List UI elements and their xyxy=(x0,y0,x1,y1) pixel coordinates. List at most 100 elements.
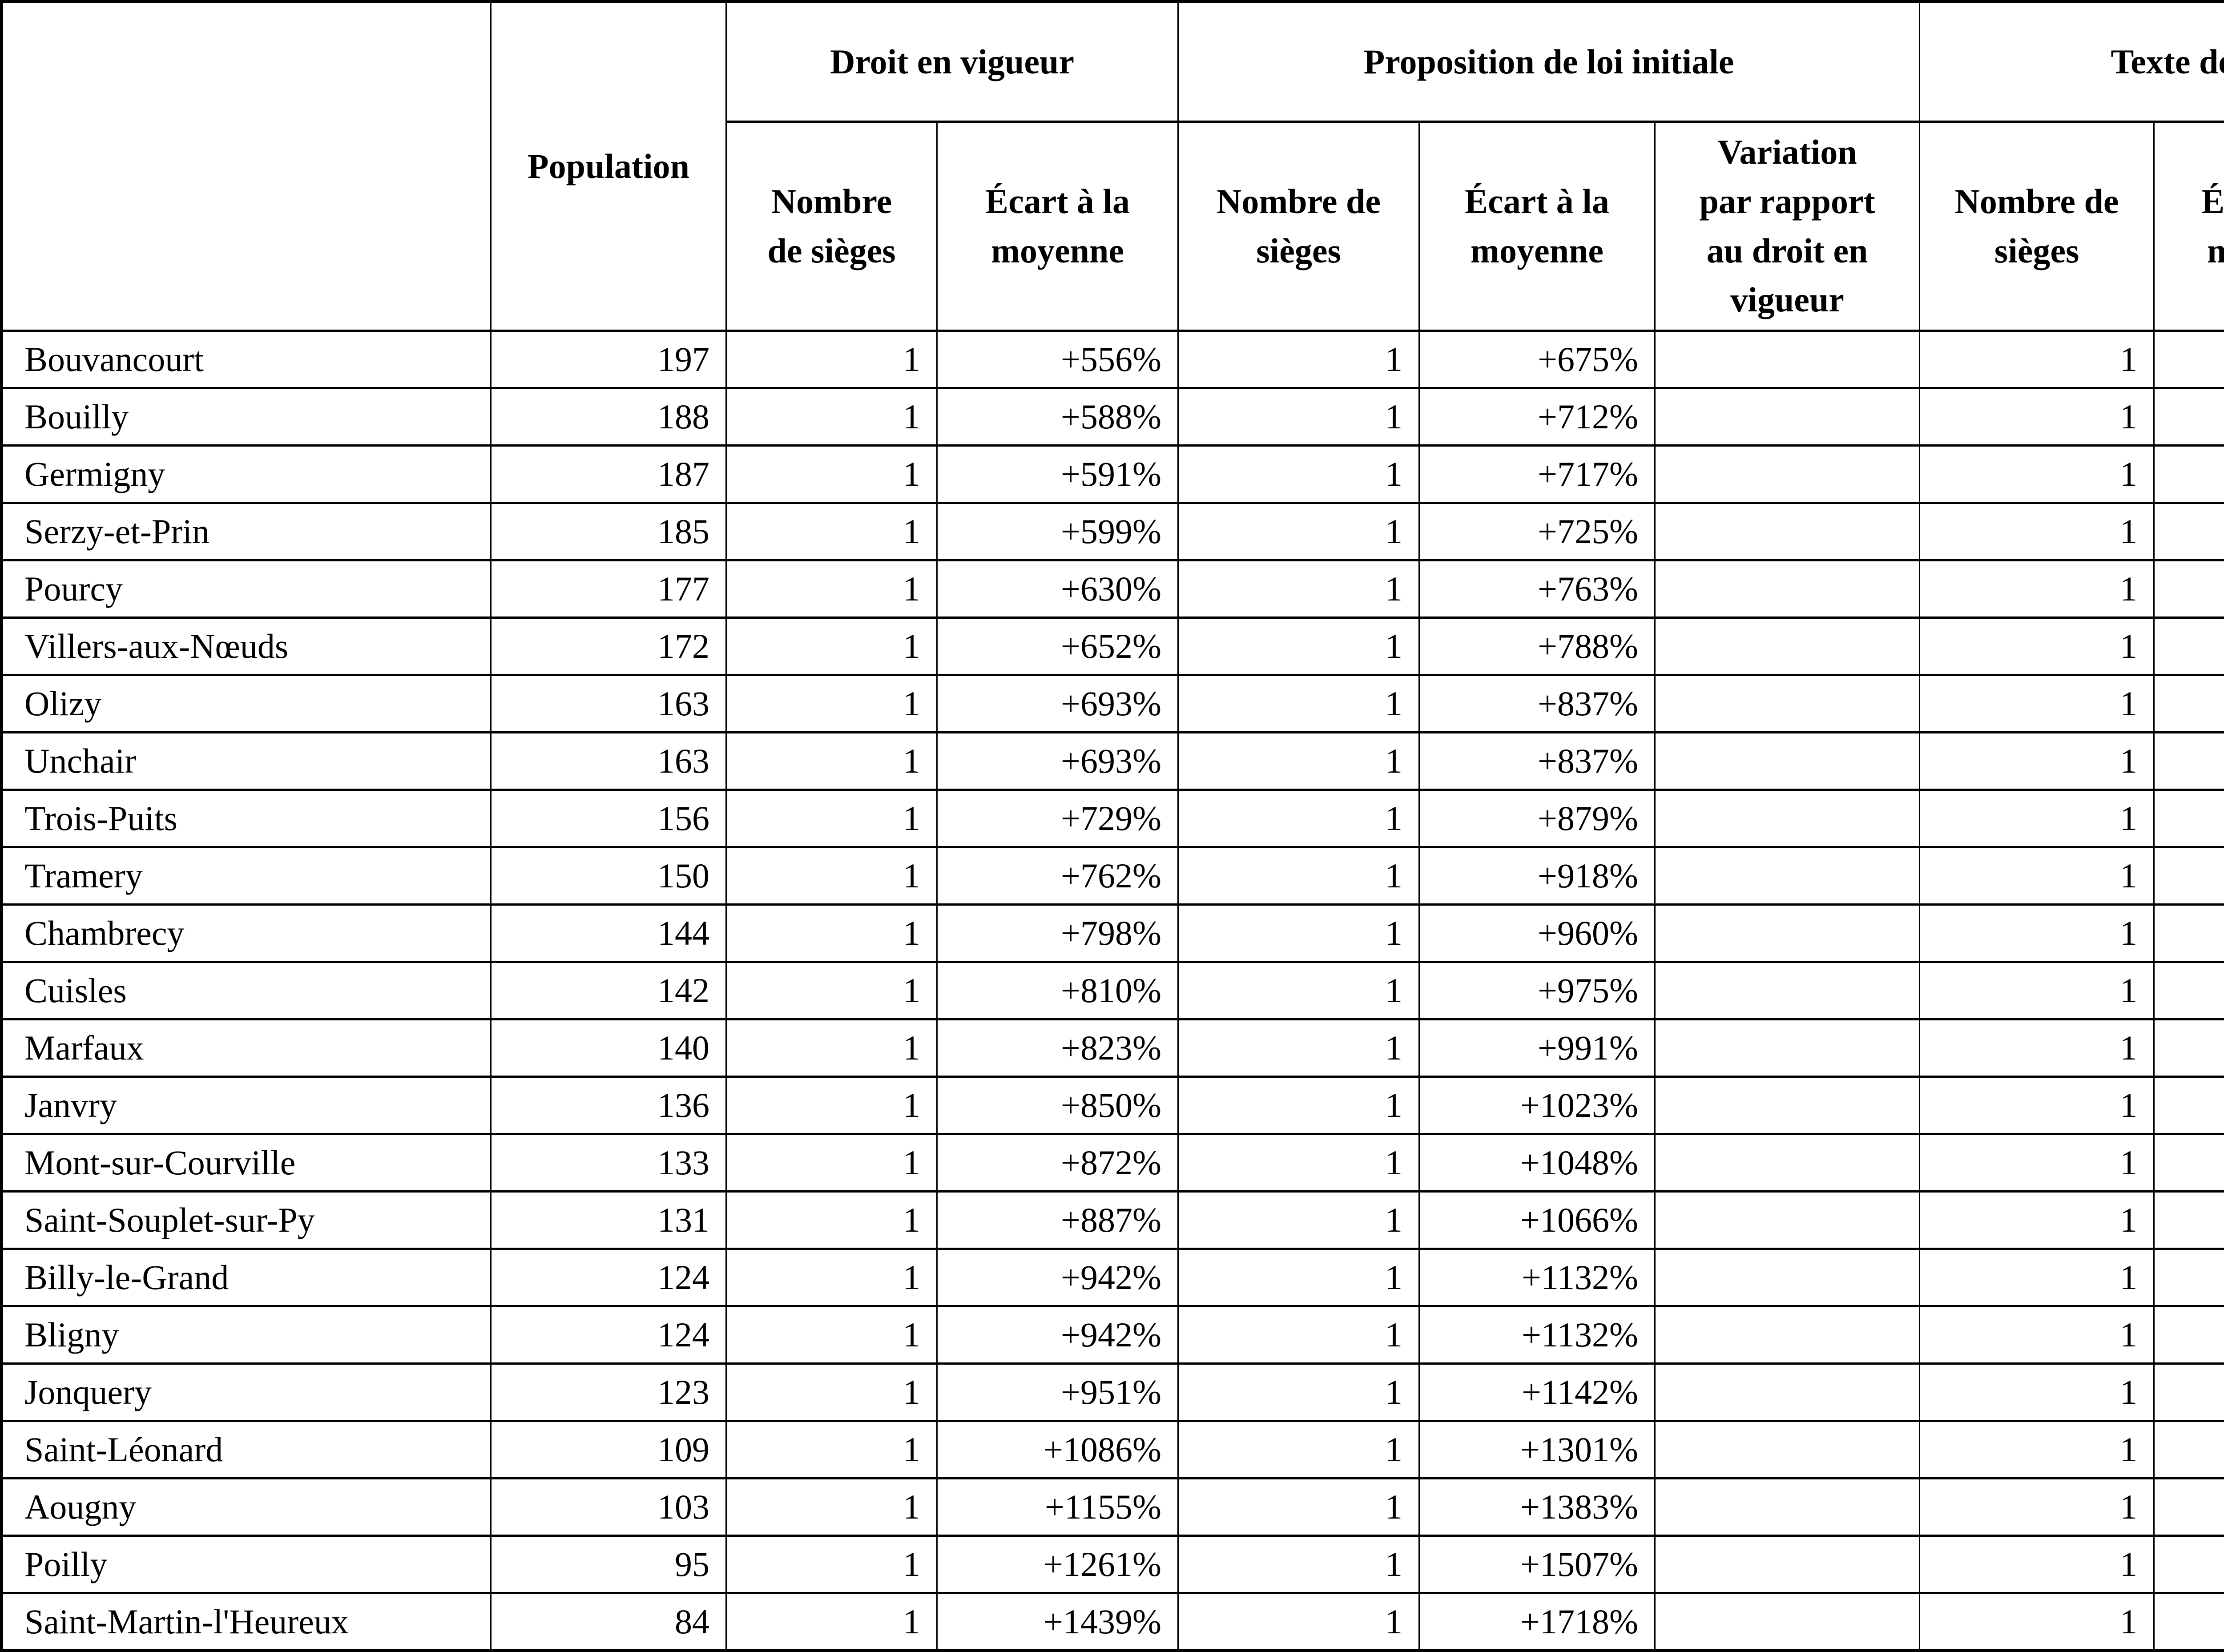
population-cell: 142 xyxy=(491,962,726,1019)
pl-variation-cell xyxy=(1655,790,1920,847)
commune-name-cell: Germigny xyxy=(2,446,491,503)
subheader-pl-nombre-sieges: Nombre de sièges xyxy=(1178,122,1419,331)
droit-sieges-cell: 1 xyxy=(726,1019,937,1077)
population-cell: 188 xyxy=(491,388,726,446)
group-header-droit-en-vigueur: Droit en vigueur xyxy=(726,2,1178,122)
droit-sieges-cell: 1 xyxy=(726,1536,937,1593)
commune-name-cell: Poilly xyxy=(2,1536,491,1593)
pl-ecart-cell: +1301% xyxy=(1419,1421,1655,1479)
tc-ecart-cell: +1226% xyxy=(2154,1536,2224,1593)
population-cell: 131 xyxy=(491,1192,726,1249)
pl-ecart-cell: +763% xyxy=(1419,560,1655,618)
table-body: Bouvancourt 197 1 +556% 1 +675% 1 +539% … xyxy=(2,331,2224,1651)
droit-ecart-cell: +762% xyxy=(937,847,1178,905)
pl-sieges-cell: 1 xyxy=(1178,446,1419,503)
population-cell: 163 xyxy=(491,675,726,733)
population-cell: 124 xyxy=(491,1306,726,1364)
group-header-texte-commission: Texte de la commission xyxy=(1920,2,2224,122)
pl-ecart-cell: +879% xyxy=(1419,790,1655,847)
droit-sieges-cell: 1 xyxy=(726,503,937,560)
droit-ecart-cell: +810% xyxy=(937,962,1178,1019)
pl-ecart-cell: +1142% xyxy=(1419,1364,1655,1421)
droit-ecart-cell: +588% xyxy=(937,388,1178,446)
tc-sieges-cell: 1 xyxy=(1920,1421,2154,1479)
pl-variation-cell xyxy=(1655,1593,1920,1651)
pl-sieges-cell: 1 xyxy=(1178,1077,1419,1134)
pl-variation-cell xyxy=(1655,446,1920,503)
pl-variation-cell xyxy=(1655,962,1920,1019)
commune-name-cell: Trois-Puits xyxy=(2,790,491,847)
population-cell: 197 xyxy=(491,331,726,388)
tc-ecart-cell: +574% xyxy=(2154,446,2224,503)
pl-variation-cell xyxy=(1655,733,1920,790)
table-row: Pourcy 177 1 +630% 1 +763% 1 +612% xyxy=(2,560,2224,618)
pl-ecart-cell: +1066% xyxy=(1419,1192,1655,1249)
tc-ecart-cell: +707% xyxy=(2154,790,2224,847)
tc-ecart-cell: +673% xyxy=(2154,733,2224,790)
pl-sieges-cell: 1 xyxy=(1178,733,1419,790)
tc-ecart-cell: +847% xyxy=(2154,1134,2224,1192)
population-cell: 136 xyxy=(491,1077,726,1134)
droit-sieges-cell: 1 xyxy=(726,1077,937,1134)
droit-ecart-cell: +1155% xyxy=(937,1479,1178,1536)
droit-sieges-cell: 1 xyxy=(726,905,937,962)
tc-ecart-cell: +861% xyxy=(2154,1192,2224,1249)
commune-name-cell: Jonquery xyxy=(2,1364,491,1421)
population-cell: 95 xyxy=(491,1536,726,1593)
pl-sieges-cell: 1 xyxy=(1178,1192,1419,1249)
pl-ecart-cell: +960% xyxy=(1419,905,1655,962)
table-row: Serzy-et-Prin 185 1 +599% 1 +725% 1 +581… xyxy=(2,503,2224,560)
tc-sieges-cell: 1 xyxy=(1920,905,2154,962)
tc-ecart-cell: +581% xyxy=(2154,503,2224,560)
tc-sieges-cell: 1 xyxy=(1920,503,2154,560)
pl-ecart-cell: +1718% xyxy=(1419,1593,1655,1651)
tc-sieges-cell: 1 xyxy=(1920,1249,2154,1306)
tc-ecart-cell: +1056% xyxy=(2154,1421,2224,1479)
population-cell: 156 xyxy=(491,790,726,847)
tc-sieges-cell: 1 xyxy=(1920,1479,2154,1536)
commune-name-cell: Serzy-et-Prin xyxy=(2,503,491,560)
subheader-pl-ecart-moyenne: Écart à la moyenne xyxy=(1419,122,1655,331)
table-row: Chambrecy 144 1 +798% 1 +960% 1 +775% xyxy=(2,905,2224,962)
tc-ecart-cell: +826% xyxy=(2154,1077,2224,1134)
population-cell: 144 xyxy=(491,905,726,962)
pl-sieges-cell: 1 xyxy=(1178,905,1419,962)
commune-name-cell: Saint-Léonard xyxy=(2,1421,491,1479)
droit-ecart-cell: +630% xyxy=(937,560,1178,618)
pl-variation-cell xyxy=(1655,1019,1920,1077)
droit-ecart-cell: +850% xyxy=(937,1077,1178,1134)
commune-name-cell: Pourcy xyxy=(2,560,491,618)
droit-sieges-cell: 1 xyxy=(726,1364,937,1421)
pl-variation-cell xyxy=(1655,1192,1920,1249)
tc-sieges-cell: 1 xyxy=(1920,1306,2154,1364)
commune-name-cell: Olizy xyxy=(2,675,491,733)
commune-name-cell: Billy-le-Grand xyxy=(2,1249,491,1306)
pl-variation-cell xyxy=(1655,1364,1920,1421)
pl-sieges-cell: 1 xyxy=(1178,388,1419,446)
tc-ecart-cell: +740% xyxy=(2154,847,2224,905)
table-row: Unchair 163 1 +693% 1 +837% 1 +673% xyxy=(2,733,2224,790)
population-cell: 123 xyxy=(491,1364,726,1421)
droit-ecart-cell: +942% xyxy=(937,1249,1178,1306)
pl-sieges-cell: 1 xyxy=(1178,1421,1419,1479)
pl-variation-cell xyxy=(1655,1306,1920,1364)
pl-variation-cell xyxy=(1655,388,1920,446)
tc-sieges-cell: 1 xyxy=(1920,618,2154,675)
droit-ecart-cell: +693% xyxy=(937,733,1178,790)
population-cell: 172 xyxy=(491,618,726,675)
commune-name-cell: Villers-aux-Nœuds xyxy=(2,618,491,675)
pl-ecart-cell: +675% xyxy=(1419,331,1655,388)
subheader-tc-nombre-sieges: Nombre de sièges xyxy=(1920,122,2154,331)
commune-name-cell: Cuisles xyxy=(2,962,491,1019)
pl-variation-cell xyxy=(1655,847,1920,905)
droit-sieges-cell: 1 xyxy=(726,331,937,388)
tc-ecart-cell: +800% xyxy=(2154,1019,2224,1077)
pl-sieges-cell: 1 xyxy=(1178,331,1419,388)
tc-sieges-cell: 1 xyxy=(1920,1192,2154,1249)
subheader-droit-ecart-moyenne: Écart à la moyenne xyxy=(937,122,1178,331)
pl-sieges-cell: 1 xyxy=(1178,1364,1419,1421)
commune-name-cell: Saint-Martin-l'Heureux xyxy=(2,1593,491,1651)
commune-name-cell: Janvry xyxy=(2,1077,491,1134)
pl-variation-cell xyxy=(1655,1134,1920,1192)
